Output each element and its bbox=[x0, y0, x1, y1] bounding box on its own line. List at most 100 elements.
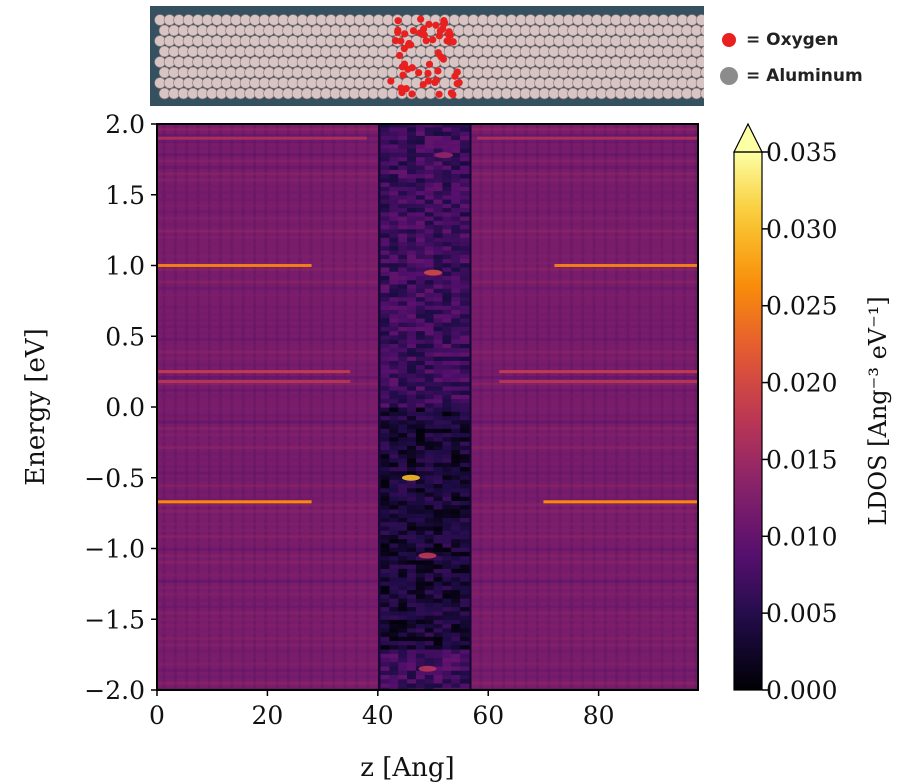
oxide-cell bbox=[398, 288, 408, 293]
oxide-cell bbox=[389, 483, 399, 489]
texture-band bbox=[471, 433, 698, 437]
oxide-cell bbox=[460, 466, 470, 472]
oxide-cell bbox=[460, 220, 470, 226]
texture-band bbox=[471, 140, 698, 144]
oxide-cell bbox=[415, 602, 426, 608]
oxide-cell bbox=[415, 475, 426, 480]
x-axis-label: z [Ang] bbox=[360, 753, 454, 783]
oxide-cell bbox=[407, 441, 417, 446]
oxide-cell bbox=[380, 449, 390, 455]
oxide-cell bbox=[433, 233, 443, 238]
bright-band bbox=[157, 500, 312, 504]
oxide-cell bbox=[389, 373, 399, 378]
oxide-cell bbox=[398, 415, 408, 421]
oxide-cell bbox=[433, 135, 443, 141]
oxide-cell bbox=[433, 645, 443, 650]
oxide-cell bbox=[407, 330, 417, 336]
oxide-cell bbox=[380, 649, 390, 654]
oxide-cell bbox=[460, 296, 470, 302]
texture-band bbox=[471, 350, 698, 354]
oxide-cell bbox=[451, 250, 461, 255]
oxide-cell bbox=[460, 483, 470, 489]
oxide-cell bbox=[415, 190, 426, 196]
oxide-cell bbox=[415, 645, 426, 650]
oxide-cell bbox=[415, 653, 426, 659]
oxide-cell bbox=[389, 560, 399, 565]
x-tick-label: 40 bbox=[362, 701, 394, 730]
oxide-cell bbox=[407, 526, 417, 531]
oxide-cell bbox=[433, 237, 443, 243]
oxide-cell bbox=[433, 479, 443, 484]
oxide-cell bbox=[460, 513, 470, 518]
oxide-cell bbox=[415, 309, 426, 315]
oxide-cell bbox=[398, 517, 408, 523]
oxide-cell bbox=[442, 381, 452, 387]
oxide-cell bbox=[389, 594, 399, 599]
oxide-cell bbox=[460, 424, 470, 429]
oxide-cell bbox=[442, 589, 452, 595]
oxide-cell bbox=[398, 526, 408, 531]
oxide-cell bbox=[407, 246, 417, 251]
oxide-cell bbox=[442, 521, 452, 527]
bright-band bbox=[157, 380, 351, 384]
oxide-cell bbox=[460, 330, 470, 336]
oxide-cell bbox=[380, 598, 390, 603]
oxide-cell bbox=[451, 649, 461, 654]
oxide-cell bbox=[460, 216, 470, 221]
oxygen-atom bbox=[424, 69, 432, 77]
oxide-cell bbox=[433, 657, 443, 663]
oxide-cell bbox=[415, 373, 426, 378]
oxide-cell bbox=[415, 352, 426, 357]
oxide-cell bbox=[451, 352, 461, 357]
oxide-cell bbox=[442, 645, 452, 650]
oxide-cell bbox=[460, 640, 470, 646]
oxide-cell bbox=[389, 611, 399, 616]
texture-band bbox=[471, 471, 698, 475]
oxide-cell bbox=[442, 347, 452, 353]
oxide-cell bbox=[398, 445, 408, 451]
oxide-cell bbox=[424, 454, 435, 459]
oxide-cell bbox=[433, 390, 443, 395]
oxide-cell bbox=[389, 322, 399, 327]
oxide-cell bbox=[398, 487, 408, 493]
oxide-cell bbox=[380, 687, 390, 690]
oxide-cell bbox=[398, 127, 408, 132]
oxide-cell bbox=[407, 284, 417, 289]
oxide-cell bbox=[407, 275, 417, 281]
oxide-cell bbox=[389, 547, 399, 552]
oxide-cell bbox=[433, 339, 443, 344]
texture-band bbox=[157, 567, 378, 571]
oxide-cell bbox=[442, 530, 452, 535]
oxide-cell bbox=[451, 509, 461, 514]
oxygen-atom bbox=[395, 51, 404, 60]
oxygen-atom bbox=[397, 37, 405, 45]
oxide-cell bbox=[407, 504, 417, 510]
aluminum-atom bbox=[700, 88, 704, 99]
oxide-cell bbox=[380, 254, 390, 260]
oxide-cell bbox=[380, 560, 390, 565]
texture-band bbox=[157, 153, 378, 157]
oxide-cell bbox=[424, 530, 435, 535]
oxide-cell bbox=[433, 420, 443, 425]
texture-band bbox=[157, 458, 378, 462]
oxide-cell bbox=[442, 598, 452, 603]
oxide-cell bbox=[451, 169, 461, 175]
colorbar-tick-label: 0.025 bbox=[766, 292, 838, 321]
oxide-cell bbox=[398, 407, 408, 412]
oxide-cell bbox=[389, 445, 399, 451]
oxide-cell bbox=[424, 301, 435, 306]
oxide-cell bbox=[380, 398, 390, 404]
oxide-cell bbox=[433, 585, 443, 591]
oxide-cell bbox=[451, 560, 461, 565]
oxide-cell bbox=[424, 124, 435, 128]
oxide-cell bbox=[415, 246, 426, 251]
oxide-cell bbox=[424, 632, 435, 637]
oxide-cell bbox=[415, 403, 426, 408]
oxide-cell bbox=[398, 241, 408, 247]
oxide-cell bbox=[460, 551, 470, 557]
oxide-cell bbox=[424, 619, 435, 625]
oxide-cell bbox=[451, 653, 461, 659]
oxide-cell bbox=[389, 424, 399, 429]
oxide-cell bbox=[451, 415, 461, 421]
oxide-cell bbox=[424, 386, 435, 391]
